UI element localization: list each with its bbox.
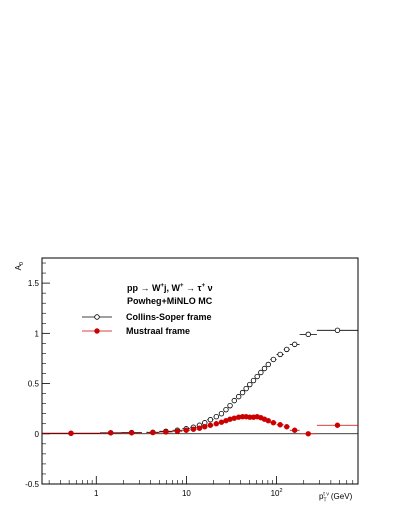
legend-marker-mustraal bbox=[94, 328, 100, 334]
data-point bbox=[250, 377, 257, 384]
legend-label-collins-soper: Collins-Soper frame bbox=[126, 312, 212, 322]
data-point bbox=[235, 393, 242, 400]
data-point bbox=[227, 402, 233, 409]
data-point bbox=[277, 351, 283, 358]
x-tick-label: 1 bbox=[94, 489, 99, 498]
y-tick-label: -0.5 bbox=[25, 480, 39, 489]
data-point bbox=[150, 429, 156, 436]
series-collins-soper bbox=[42, 327, 358, 436]
y-tick-label: 1.5 bbox=[28, 279, 40, 288]
data-point bbox=[207, 417, 214, 423]
data-point bbox=[334, 327, 341, 334]
data-point bbox=[254, 373, 260, 380]
x-tick-label: 10 bbox=[182, 489, 191, 498]
data-point bbox=[174, 428, 181, 434]
process-annotation: pp → W+j, W+ → τ+ ν bbox=[127, 283, 213, 293]
legend: Collins-Soper frame Mustraal frame bbox=[82, 312, 212, 336]
data-point bbox=[231, 397, 237, 404]
data-point bbox=[213, 414, 220, 420]
data-point bbox=[247, 381, 253, 388]
data-point bbox=[243, 385, 249, 392]
data-point bbox=[284, 424, 290, 430]
data-point bbox=[218, 419, 225, 425]
data-point bbox=[190, 426, 197, 432]
data-point bbox=[239, 389, 246, 396]
data-point bbox=[277, 422, 283, 428]
y-tick-label: 1 bbox=[35, 329, 40, 338]
series-layer bbox=[42, 327, 358, 437]
data-point bbox=[213, 421, 220, 427]
x-axis: 1 10 102 bbox=[48, 476, 359, 498]
legend-label-mustraal: Mustraal frame bbox=[126, 326, 190, 336]
data-point bbox=[163, 429, 169, 435]
y-axis: -0.5 0 0.5 1 1.5 bbox=[25, 262, 50, 489]
data-point bbox=[284, 346, 290, 353]
plot-frame bbox=[41, 257, 359, 485]
data-point bbox=[218, 410, 225, 417]
x-tick-label: 102 bbox=[271, 488, 283, 498]
data-point bbox=[270, 356, 277, 363]
legend-marker-collins-soper bbox=[94, 314, 100, 320]
data-point bbox=[261, 365, 268, 372]
data-point bbox=[207, 422, 214, 428]
data-point bbox=[231, 415, 237, 421]
data-point bbox=[108, 430, 114, 436]
y-tick-label: 0 bbox=[35, 430, 40, 439]
y-axis-label: A0 bbox=[14, 262, 25, 270]
y-tick-label: 0.5 bbox=[28, 380, 40, 389]
data-point bbox=[202, 424, 208, 430]
data-point bbox=[223, 406, 229, 413]
data-point bbox=[305, 331, 311, 338]
data-point bbox=[305, 431, 311, 437]
data-point bbox=[334, 422, 341, 428]
data-point bbox=[265, 418, 271, 424]
data-point bbox=[270, 420, 277, 426]
data-point bbox=[183, 427, 189, 433]
data-point bbox=[291, 341, 298, 348]
generator-annotation: Powheg+MiNLO MC bbox=[127, 296, 213, 306]
data-point bbox=[68, 430, 74, 436]
data-point bbox=[265, 361, 271, 368]
x-axis-label: pTτ ν (GeV) bbox=[319, 492, 353, 504]
data-point bbox=[291, 427, 298, 433]
data-point bbox=[196, 425, 203, 431]
data-point bbox=[128, 430, 135, 436]
series-mustraal bbox=[42, 414, 358, 437]
data-point bbox=[258, 369, 264, 376]
